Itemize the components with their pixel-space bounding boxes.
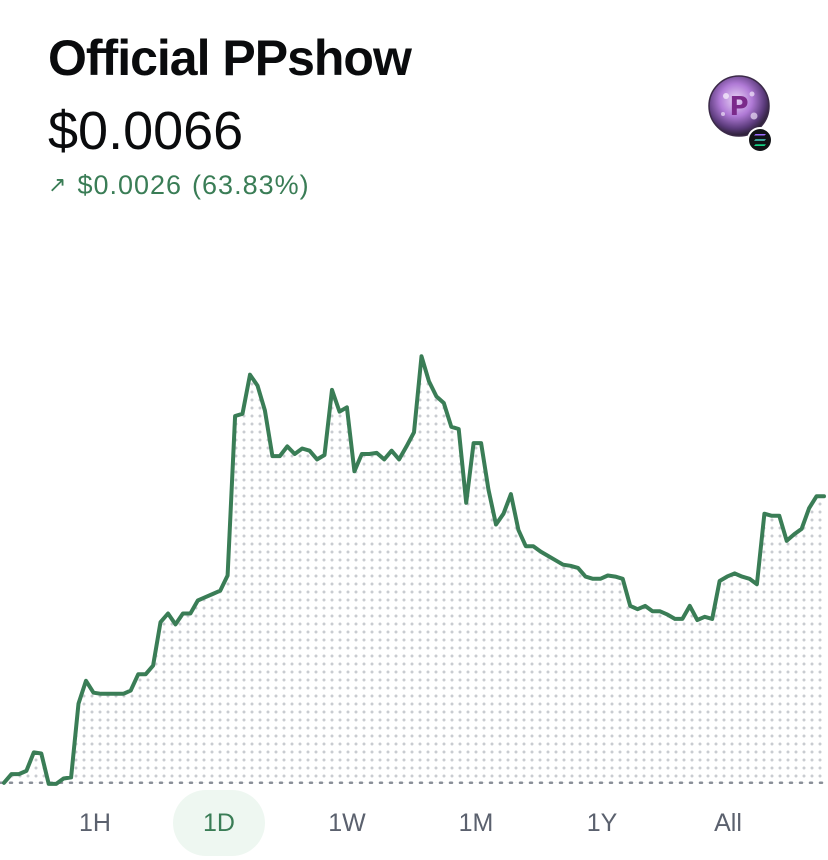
range-tab-1m[interactable]: 1M (458, 808, 494, 837)
token-avatar[interactable]: P (708, 74, 774, 154)
change-percent: (63.83%) (192, 170, 310, 200)
range-tab-1y[interactable]: 1Y (586, 808, 618, 837)
trend-up-arrow-icon: ↗ (48, 172, 68, 197)
price-change: ↗ $0.0026 (63.83%) (48, 168, 310, 202)
solana-network-badge-icon (747, 127, 773, 153)
range-tab-1d[interactable]: 1D (173, 790, 265, 856)
ppshow-token-coin-icon: P (708, 75, 773, 153)
price-chart-canvas (0, 354, 828, 786)
price-line (2, 354, 826, 786)
change-amount: $0.0026 (77, 170, 183, 200)
range-tab-all[interactable]: All (714, 808, 742, 837)
svg-text:P: P (729, 92, 748, 122)
time-range-selector: 1H 1D 1W 1M 1Y All (0, 790, 828, 860)
price-area-fill (4, 356, 824, 784)
price-chart[interactable] (0, 300, 828, 790)
range-tab-1h[interactable]: 1H (79, 808, 111, 837)
range-tab-1w[interactable]: 1W (328, 808, 366, 837)
token-name: Official PPshow (48, 30, 412, 86)
token-price: $0.0066 (48, 101, 244, 161)
